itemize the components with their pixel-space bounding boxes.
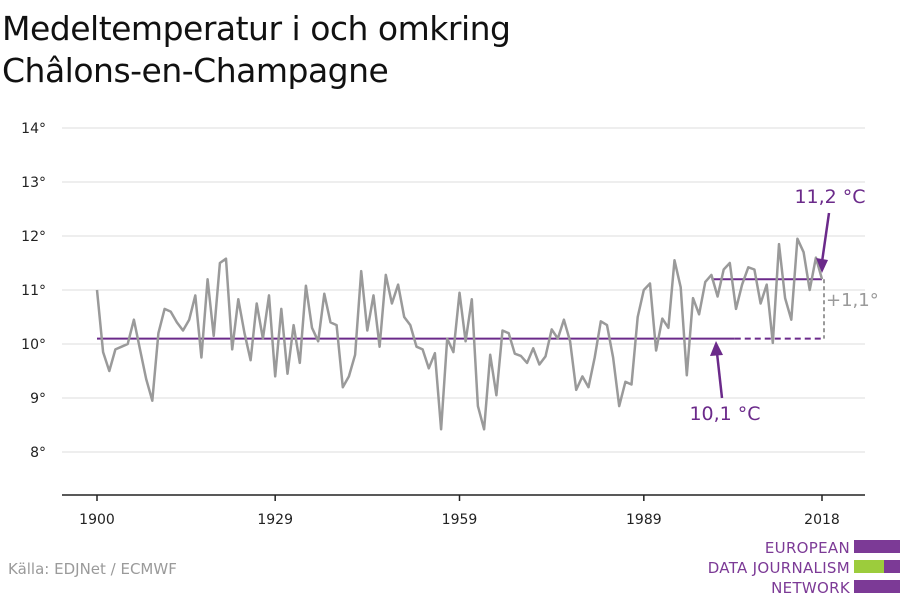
logo-bar-2-green xyxy=(854,560,884,573)
chart-title-line-2: Châlons-en-Champagne xyxy=(2,51,389,90)
logo-line-3: NETWORK xyxy=(771,579,850,597)
logo-bar-1 xyxy=(854,540,900,553)
x-tick-label: 2018 xyxy=(804,512,840,528)
logo-line-2: DATA JOURNALISM xyxy=(707,559,850,577)
x-tick-label: 1989 xyxy=(626,512,662,528)
logo-text: EUROPEAN DATA JOURNALISM NETWORK xyxy=(708,538,850,598)
recent-average-label: 11,2 °C xyxy=(794,186,865,208)
y-tick-label: 11° xyxy=(21,283,46,299)
y-tick-label: 13° xyxy=(21,175,46,191)
logo-bars-icon xyxy=(854,540,900,596)
recent-arrow-head xyxy=(816,258,828,273)
source-note: Källa: EDJNet / ECMWF xyxy=(8,560,177,578)
y-tick-label: 12° xyxy=(21,229,46,245)
x-axis: 1900 1929 1959 1989 2018 xyxy=(62,494,865,528)
logo-bar-3 xyxy=(854,580,900,593)
chart-title-line-1: Medeltemperatur i och omkring xyxy=(2,9,511,48)
y-tick-label: 10° xyxy=(21,337,46,353)
temperature-series-line xyxy=(95,237,824,431)
recent-arrow-line xyxy=(820,212,831,263)
baseline-arrow-line xyxy=(715,352,724,399)
y-tick-label: 8° xyxy=(30,445,46,461)
annotations: 11,2 °C 10,1 °C +1,1° xyxy=(689,186,878,425)
baseline-average-label: 10,1 °C xyxy=(689,403,760,425)
edjnet-logo: EUROPEAN DATA JOURNALISM NETWORK xyxy=(700,538,900,598)
x-tick-label: 1929 xyxy=(257,512,293,528)
x-tick-label: 1959 xyxy=(442,512,478,528)
difference-label: +1,1° xyxy=(826,290,879,311)
chart-title: Medeltemperatur i och omkring Châlons-en… xyxy=(2,8,511,92)
y-tick-label: 9° xyxy=(30,391,46,407)
x-tick-label: 1900 xyxy=(79,512,115,528)
grid-layer: 8° 9° 10° 11° 12° 13° 14° xyxy=(21,121,865,461)
series-layer xyxy=(95,237,824,431)
y-tick-label: 14° xyxy=(21,121,46,137)
baseline-arrow-head xyxy=(710,341,723,356)
logo-line-1: EUROPEAN xyxy=(764,539,850,557)
